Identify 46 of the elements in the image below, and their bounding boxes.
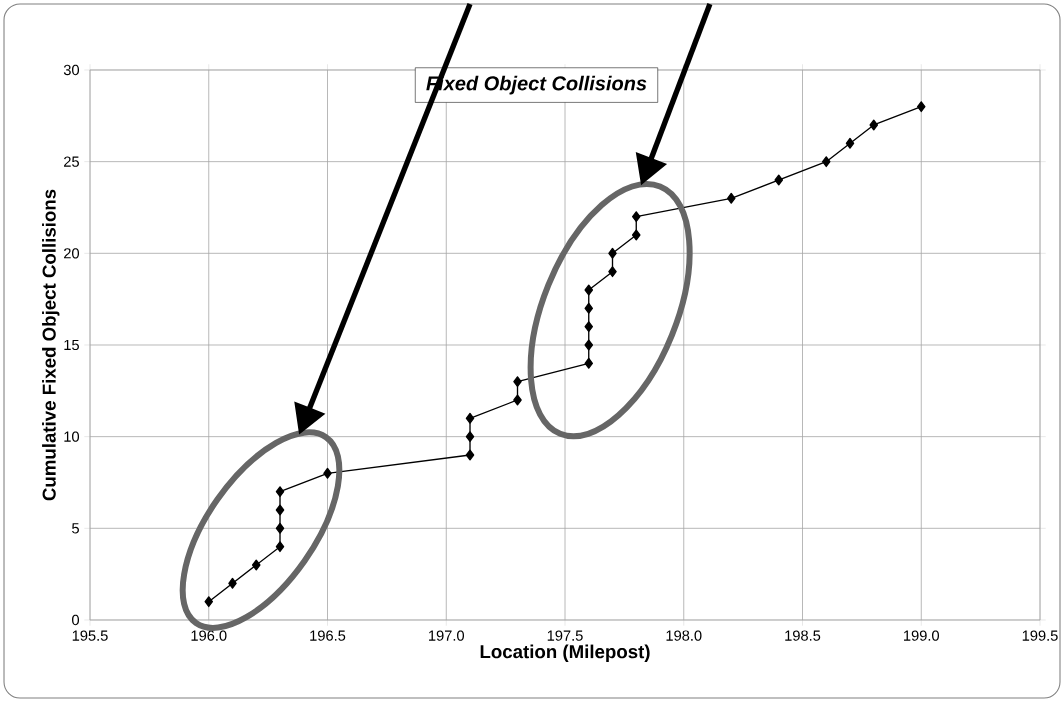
y-tick-label: 25 — [64, 156, 79, 167]
point — [584, 321, 594, 333]
x-tick-label: 197.5 — [547, 630, 583, 641]
x-tick-label: 199.5 — [1022, 630, 1058, 641]
point — [513, 394, 522, 406]
point — [916, 101, 926, 113]
x-tick-label: 198.5 — [785, 630, 821, 641]
x-tick-label: 199.0 — [904, 630, 940, 641]
point — [608, 266, 617, 278]
point — [774, 174, 784, 186]
point — [465, 449, 475, 461]
point — [584, 339, 594, 351]
point — [275, 504, 285, 516]
point — [584, 284, 594, 296]
point — [513, 376, 522, 388]
y-tick-label: 0 — [72, 614, 80, 626]
y-tick-label: 15 — [64, 339, 79, 351]
point — [275, 486, 285, 498]
x-tick-label: 196.5 — [310, 630, 346, 641]
x-tick-label: 197.0 — [429, 630, 465, 641]
point — [608, 247, 617, 259]
x-tick-label: 198.0 — [666, 630, 702, 641]
x-axis-title: Location (Milepost) — [480, 644, 650, 662]
point — [465, 431, 475, 443]
point — [869, 119, 879, 131]
y-tick-label: 10 — [64, 431, 80, 442]
point — [275, 541, 285, 553]
point — [465, 412, 475, 424]
point — [584, 357, 594, 369]
point — [251, 559, 261, 571]
y-tick-label: 20 — [64, 248, 80, 259]
x-tick-label: 196.0 — [191, 630, 227, 641]
point — [204, 596, 214, 608]
y-tick-label: 5 — [72, 523, 79, 534]
y-tick-label: 30 — [63, 64, 80, 76]
point — [845, 137, 855, 149]
point — [323, 467, 332, 479]
point — [631, 211, 641, 223]
x-tick-label: 195.5 — [72, 630, 108, 641]
point — [821, 156, 831, 168]
point — [275, 522, 285, 534]
y-axis-title: Cumulative Fixed Object Collisions — [42, 189, 60, 501]
point — [584, 302, 594, 314]
point — [228, 577, 237, 589]
point — [726, 192, 736, 204]
point — [631, 229, 641, 241]
